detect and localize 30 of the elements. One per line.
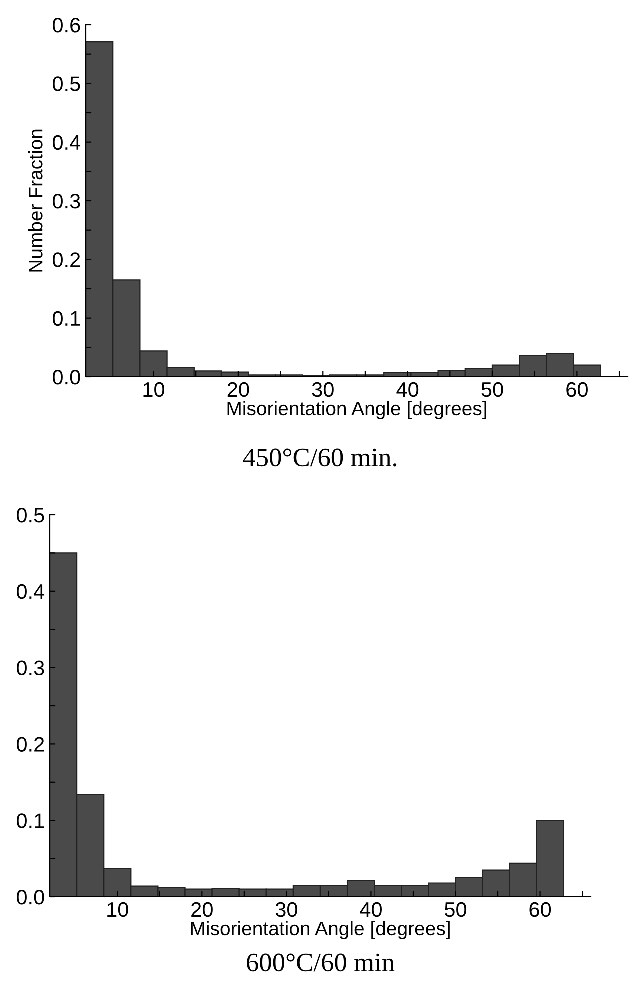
y-tick-label: 0.0 bbox=[52, 370, 80, 385]
y-tick-label: 0.4 bbox=[16, 584, 45, 600]
y-tick-label: 0.2 bbox=[16, 737, 44, 752]
x-tick-label: 50 bbox=[445, 902, 467, 918]
x-tick-label: 50 bbox=[482, 382, 504, 398]
y-tick-label: 0.0 bbox=[16, 890, 44, 905]
y-tick-label: 0.2 bbox=[52, 252, 80, 268]
y-tick-label: 0.3 bbox=[52, 194, 80, 209]
x-tick-label: 20 bbox=[192, 902, 213, 918]
x-tick-label: 40 bbox=[396, 382, 419, 398]
y-tick-label: 0.1 bbox=[16, 814, 44, 828]
x-tick-label: 60 bbox=[530, 902, 552, 918]
x-tick-label: 10 bbox=[108, 902, 128, 918]
x-tick-label: 20 bbox=[228, 382, 250, 398]
y-tick-label: 0.5 bbox=[52, 76, 80, 92]
x-tick-label: 60 bbox=[566, 382, 588, 398]
x-axis-title: Misorientation Angle [degrees] bbox=[191, 921, 450, 940]
x-tick-label: 30 bbox=[276, 902, 298, 918]
text: 450°C/60 min. bbox=[243, 448, 397, 467]
x-axis-title: Misorientation Angle [degrees] bbox=[228, 401, 486, 420]
y-tick-label: 0.3 bbox=[16, 660, 44, 676]
x-tick-label: 30 bbox=[312, 382, 334, 398]
x-tick-label: 40 bbox=[360, 902, 382, 918]
y-tick-label: 0.1 bbox=[52, 311, 80, 326]
y-axis-title: Number Fraction bbox=[28, 130, 43, 272]
y-tick-label: 0.5 bbox=[16, 508, 44, 523]
x-tick-label: 10 bbox=[144, 382, 165, 398]
text: 600°C/60 min bbox=[247, 954, 395, 972]
y-tick-label: 0.4 bbox=[52, 135, 81, 150]
y-tick-label: 0.6 bbox=[52, 18, 80, 33]
